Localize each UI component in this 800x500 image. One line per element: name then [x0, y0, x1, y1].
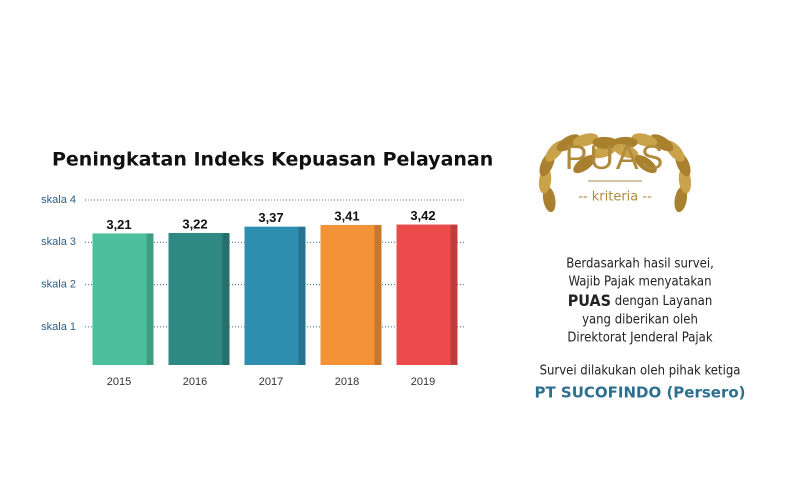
- bar-shade: [374, 224, 382, 365]
- value-label: 3,22: [182, 216, 207, 231]
- laurel-leaf: [572, 133, 599, 147]
- laurel-leaf: [634, 155, 657, 174]
- value-label: 3,21: [106, 217, 131, 232]
- x-tick-label: 2015: [107, 376, 131, 388]
- statement-text: dengan Layanan: [611, 294, 712, 309]
- statement-emphasis: PUAS: [568, 291, 611, 310]
- laurel-leaf: [650, 134, 674, 152]
- laurel-leaf: [674, 186, 688, 213]
- statement-line: Wajib Pajak menyatakan: [568, 275, 711, 290]
- statement-line: PUAS dengan Layanan: [568, 291, 712, 310]
- value-label: 3,42: [410, 208, 435, 223]
- x-tick-label: 2016: [183, 376, 207, 388]
- value-label: 3,41: [334, 208, 359, 223]
- y-tick-label: skala 3: [41, 236, 76, 248]
- survey-note: Survei dilakukan oleh pihak ketiga: [540, 364, 741, 379]
- laurel-leaf: [542, 186, 556, 213]
- bar: [244, 226, 306, 365]
- bar: [320, 224, 382, 365]
- y-tick-label: skala 1: [41, 321, 76, 333]
- x-tick-label: 2019: [411, 376, 435, 388]
- y-tick-label: skala 4: [41, 194, 76, 206]
- badge-subtitle: -- kriteria --: [578, 190, 652, 205]
- statement-line: yang diberikan oleh: [582, 313, 698, 328]
- statement-line: Berdasarkah hasil survei,: [566, 257, 714, 272]
- bar-shade: [450, 224, 458, 365]
- chart-title: Peningkatan Indeks Kepuasan Pelayanan: [52, 149, 493, 171]
- bar: [92, 233, 154, 365]
- laurel-leaf: [556, 134, 580, 152]
- laurel-leaf: [592, 136, 619, 149]
- y-tick-label: skala 2: [41, 279, 76, 291]
- laurel-leaf: [613, 144, 639, 159]
- bar-shade: [298, 226, 306, 365]
- laurel-leaf: [631, 133, 658, 147]
- bar-shade: [222, 233, 230, 365]
- laurel-leaf: [573, 155, 596, 174]
- statement-line: Direktorat Jenderal Pajak: [567, 331, 712, 346]
- bar-shade: [146, 233, 154, 365]
- bar: [396, 224, 458, 365]
- x-tick-label: 2018: [335, 376, 359, 388]
- survey-company: PT SUCOFINDO (Persero): [534, 384, 745, 402]
- x-tick-label: 2017: [259, 376, 283, 388]
- laurel-wreath: [538, 133, 692, 213]
- badge-title: PUAS: [565, 139, 666, 177]
- value-label: 3,37: [258, 210, 283, 225]
- bar: [168, 233, 230, 365]
